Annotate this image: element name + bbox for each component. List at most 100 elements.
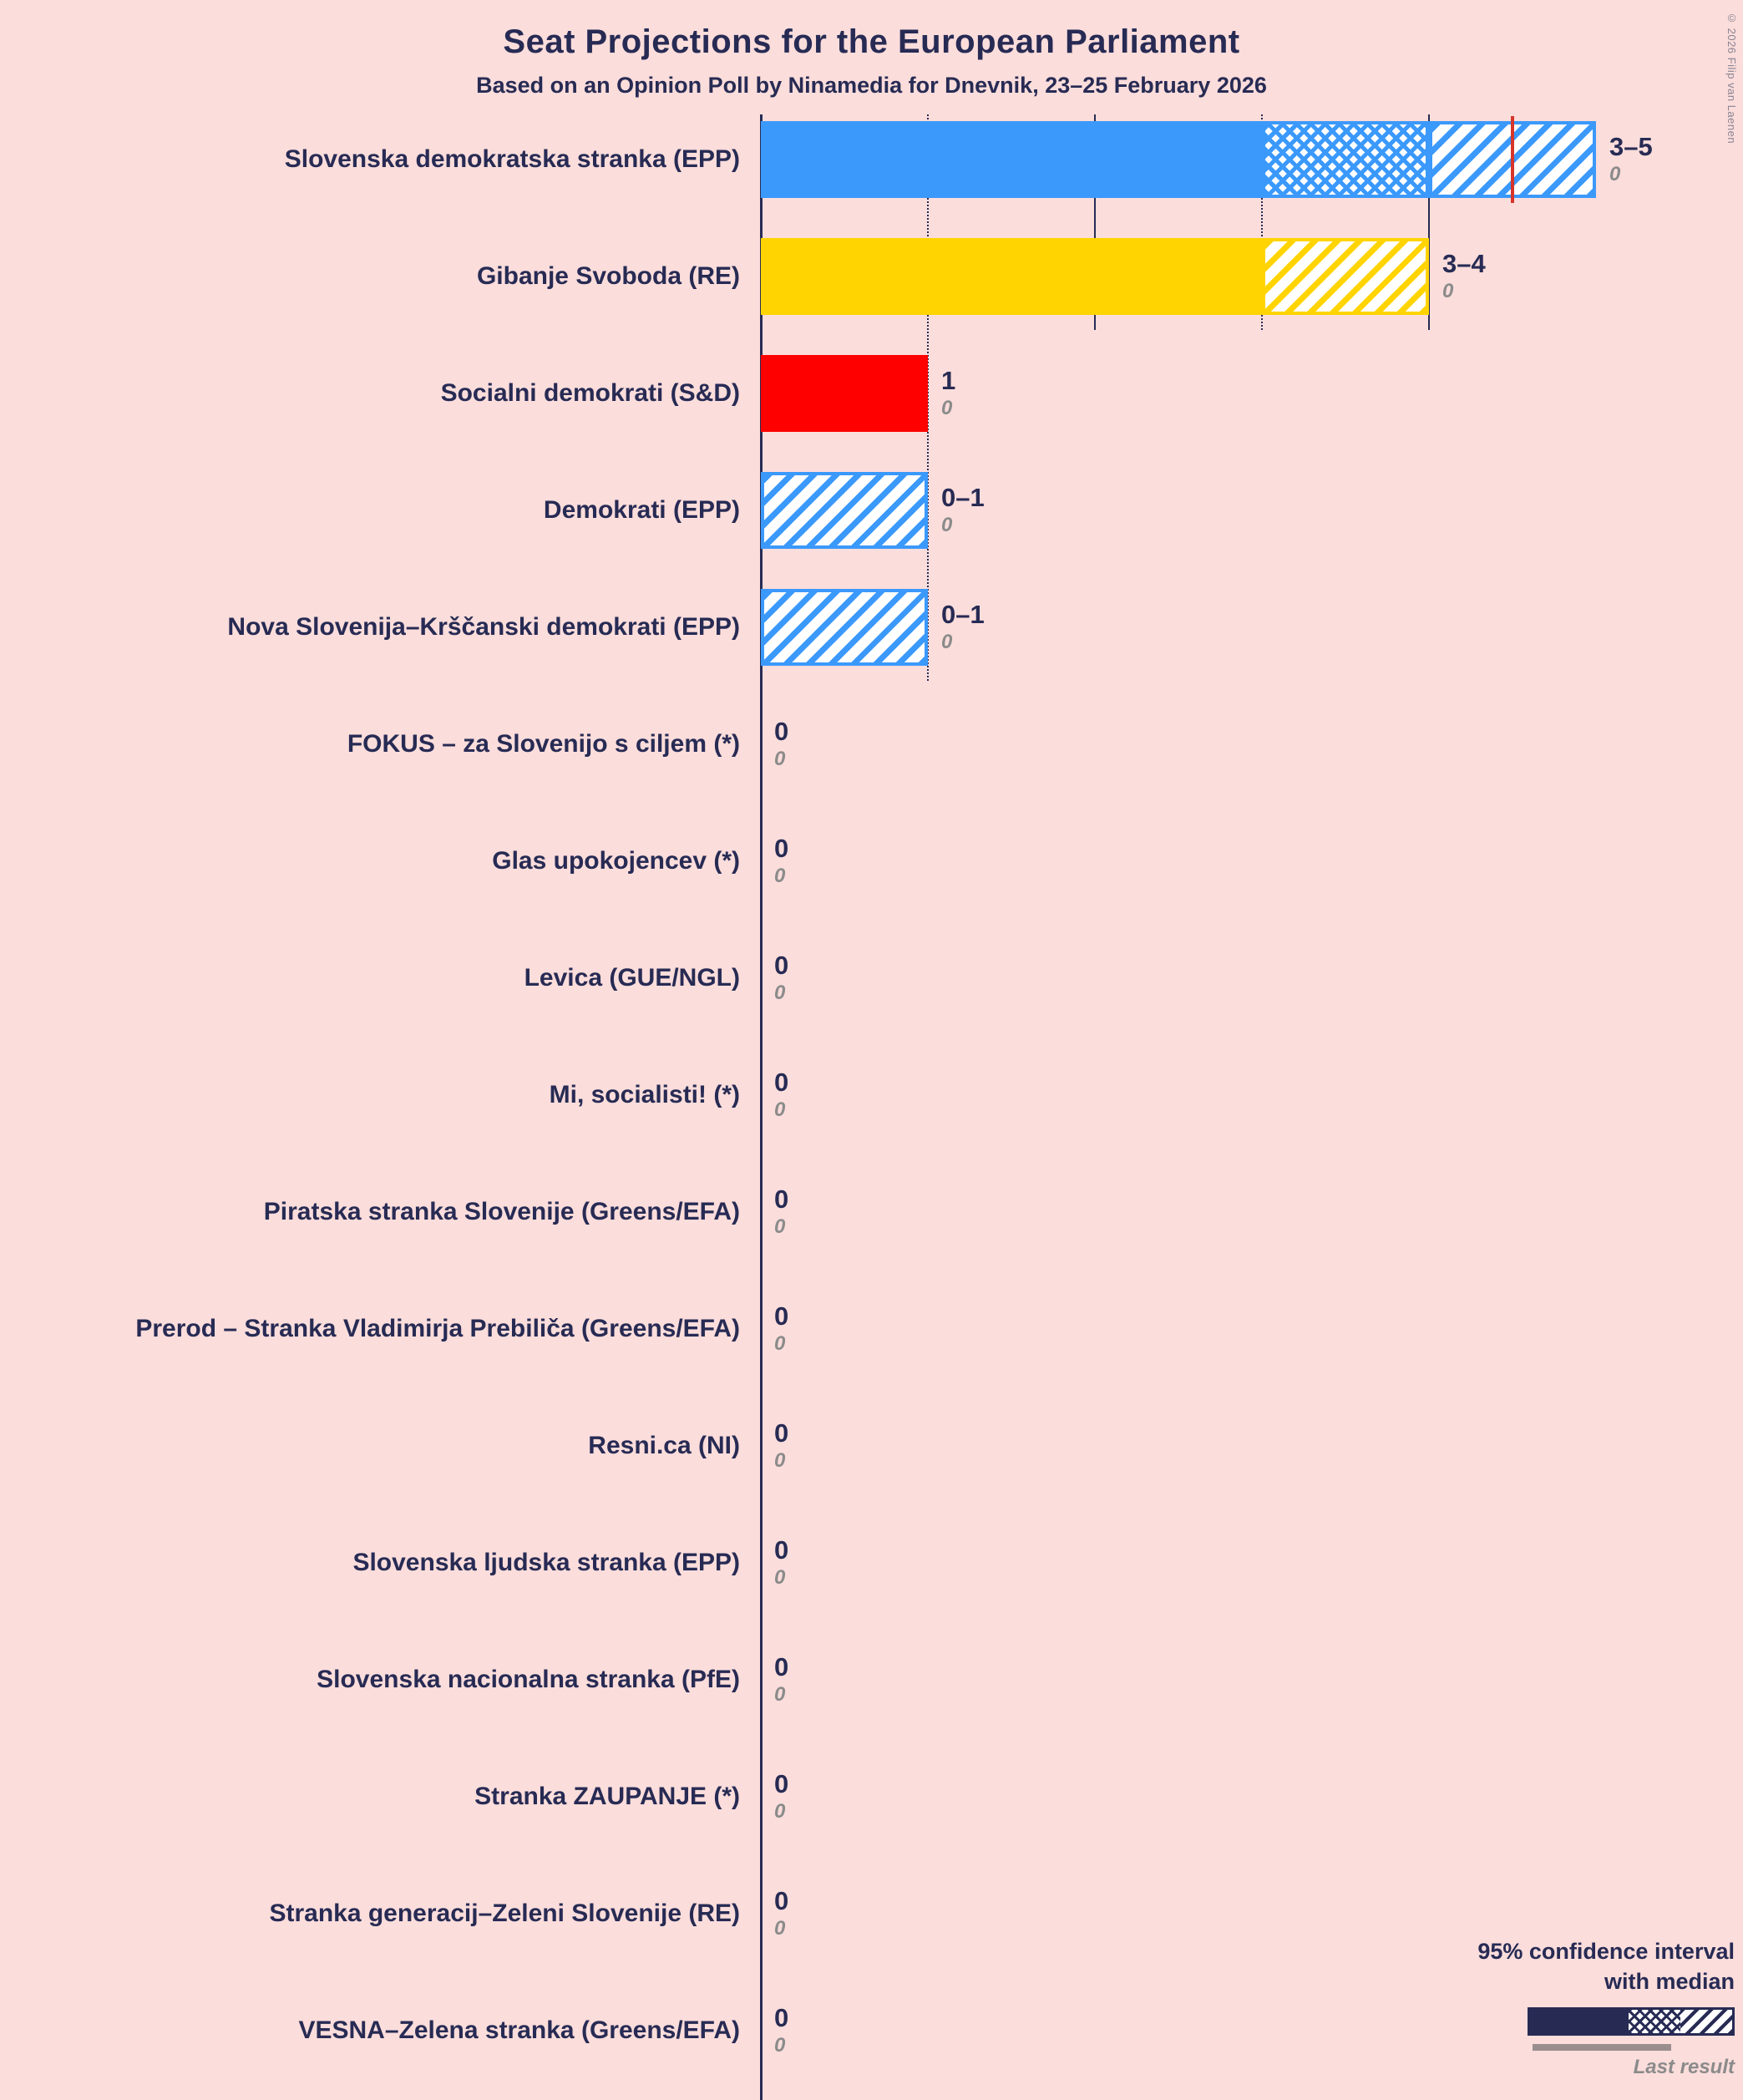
- ci-value: 0–1: [941, 600, 985, 630]
- party-row: Socialni demokrati (S&D) 1 0: [0, 335, 1743, 452]
- bar-hatch-segment: [1262, 238, 1429, 315]
- seat-values: 0–1 0: [941, 569, 985, 686]
- last-result-value: 0: [774, 748, 786, 771]
- ci-value: 3–5: [1609, 132, 1653, 162]
- last-result-value: 0: [1609, 163, 1621, 186]
- bar-solid-segment: [761, 355, 928, 432]
- ci-value: 1: [941, 366, 956, 396]
- party-label: Socialni demokrati (S&D): [440, 379, 740, 407]
- ci-value: 0: [774, 1184, 789, 1215]
- gridline: [1094, 114, 1096, 330]
- seat-bar: [761, 472, 928, 549]
- ci-value: 0: [774, 1068, 789, 1098]
- ci-value: 0: [774, 1652, 789, 1682]
- party-row: Stranka ZAUPANJE (*) 0 0: [0, 1738, 1743, 1855]
- seat-values: 3–5 0: [1609, 101, 1653, 218]
- last-result-value: 0: [774, 982, 786, 1005]
- legend: 95% confidence interval with median Last…: [1342, 1936, 1735, 2079]
- seat-bar: [761, 355, 928, 432]
- party-label: Piratska stranka Slovenije (Greens/EFA): [263, 1198, 740, 1225]
- party-label: Gibanje Svoboda (RE): [476, 262, 740, 290]
- last-result-value: 0: [774, 2034, 786, 2057]
- party-row: Resni.ca (NI) 0 0: [0, 1387, 1743, 1504]
- party-row: Glas upokojencev (*) 0 0: [0, 803, 1743, 920]
- gridline: [1428, 114, 1430, 330]
- ci-value: 0: [774, 1886, 789, 1916]
- ci-value: 0: [774, 1535, 789, 1565]
- party-row: Slovenska demokratska stranka (EPP) 3–5 0: [0, 101, 1743, 218]
- last-result-value: 0: [774, 1683, 786, 1707]
- party-label: Demokrati (EPP): [543, 496, 740, 524]
- bar-hatch-segment: [761, 589, 928, 666]
- seat-bar: [761, 238, 1429, 315]
- last-result-value: 0: [941, 631, 953, 654]
- legend-last-result-label: Last result: [1633, 2055, 1735, 2078]
- seat-bar: [761, 121, 1596, 198]
- bar-hatch-segment: [761, 472, 928, 549]
- party-row: FOKUS – za Slovenijo s ciljem (*) 0 0: [0, 686, 1743, 803]
- chart-header: Seat Projections for the European Parlia…: [0, 0, 1743, 99]
- last-result-value: 0: [774, 1098, 786, 1122]
- party-row: Mi, socialisti! (*) 0 0: [0, 1037, 1743, 1154]
- party-label: Slovenska nacionalna stranka (PfE): [317, 1666, 740, 1693]
- last-result-value: 0: [941, 397, 953, 420]
- page-title: Seat Projections for the European Parlia…: [503, 23, 1240, 60]
- party-row: Slovenska nacionalna stranka (PfE) 0 0: [0, 1621, 1743, 1738]
- party-label: Nova Slovenija–Krščanski demokrati (EPP): [227, 613, 740, 641]
- party-row: Levica (GUE/NGL) 0 0: [0, 920, 1743, 1037]
- legend-solid-sample: [1530, 2009, 1629, 2033]
- party-label: Levica (GUE/NGL): [524, 964, 740, 992]
- legend-ci-bar: [1528, 2006, 1735, 2036]
- party-row: Prerod – Stranka Vladimirja Prebiliča (G…: [0, 1271, 1743, 1387]
- ci-value: 0: [774, 1769, 789, 1799]
- party-label: Mi, socialisti! (*): [549, 1081, 740, 1108]
- party-label: FOKUS – za Slovenijo s ciljem (*): [347, 730, 740, 758]
- copyright-note: © 2026 Filip van Laenen: [1725, 12, 1738, 145]
- last-result-value: 0: [1442, 280, 1454, 303]
- party-label: Prerod – Stranka Vladimirja Prebiliča (G…: [135, 1315, 740, 1342]
- ci-value: 0: [774, 2003, 789, 2033]
- ci-value: 0: [774, 1418, 789, 1448]
- page-subtitle: Based on an Opinion Poll by Ninamedia fo…: [476, 73, 1267, 98]
- ci-value: 0: [774, 834, 789, 864]
- last-result-value: 0: [774, 1566, 786, 1590]
- last-result-value: 0: [774, 1215, 786, 1239]
- bar-solid-segment: [761, 238, 1262, 315]
- party-row: Demokrati (EPP) 0–1 0: [0, 452, 1743, 569]
- legend-last-result-line: [1533, 2043, 1671, 2051]
- last-result-value: 0: [774, 1800, 786, 1824]
- party-row: Gibanje Svoboda (RE) 3–4 0: [0, 218, 1743, 335]
- party-row: VESNA–Zelena stranka (Greens/EFA) 0 0: [0, 1972, 1743, 2089]
- legend-hatch-sample: [1680, 2009, 1732, 2033]
- party-label: Glas upokojencev (*): [492, 847, 740, 875]
- party-label: VESNA–Zelena stranka (Greens/EFA): [298, 2016, 740, 2044]
- last-result-value: 0: [941, 514, 953, 537]
- axis-baseline: [760, 114, 763, 2100]
- party-label: Stranka generacij–Zeleni Slovenije (RE): [269, 1900, 740, 1927]
- last-result-value: 0: [774, 1917, 786, 1940]
- gridline: [927, 114, 929, 681]
- ci-value: 3–4: [1442, 249, 1486, 279]
- ci-value: 0: [774, 951, 789, 981]
- last-result-value: 0: [774, 1332, 786, 1356]
- party-row: Slovenska ljudska stranka (EPP) 0 0: [0, 1504, 1743, 1621]
- party-row: Piratska stranka Slovenije (Greens/EFA) 0…: [0, 1154, 1743, 1271]
- seat-values: 0–1 0: [941, 452, 985, 569]
- party-row: Stranka generacij–Zeleni Slovenije (RE) 0…: [0, 1855, 1743, 1972]
- last-result-value: 0: [774, 865, 786, 888]
- party-label: Slovenska ljudska stranka (EPP): [352, 1549, 740, 1576]
- ci-value: 0: [774, 717, 789, 747]
- ci-value: 0: [774, 1301, 789, 1332]
